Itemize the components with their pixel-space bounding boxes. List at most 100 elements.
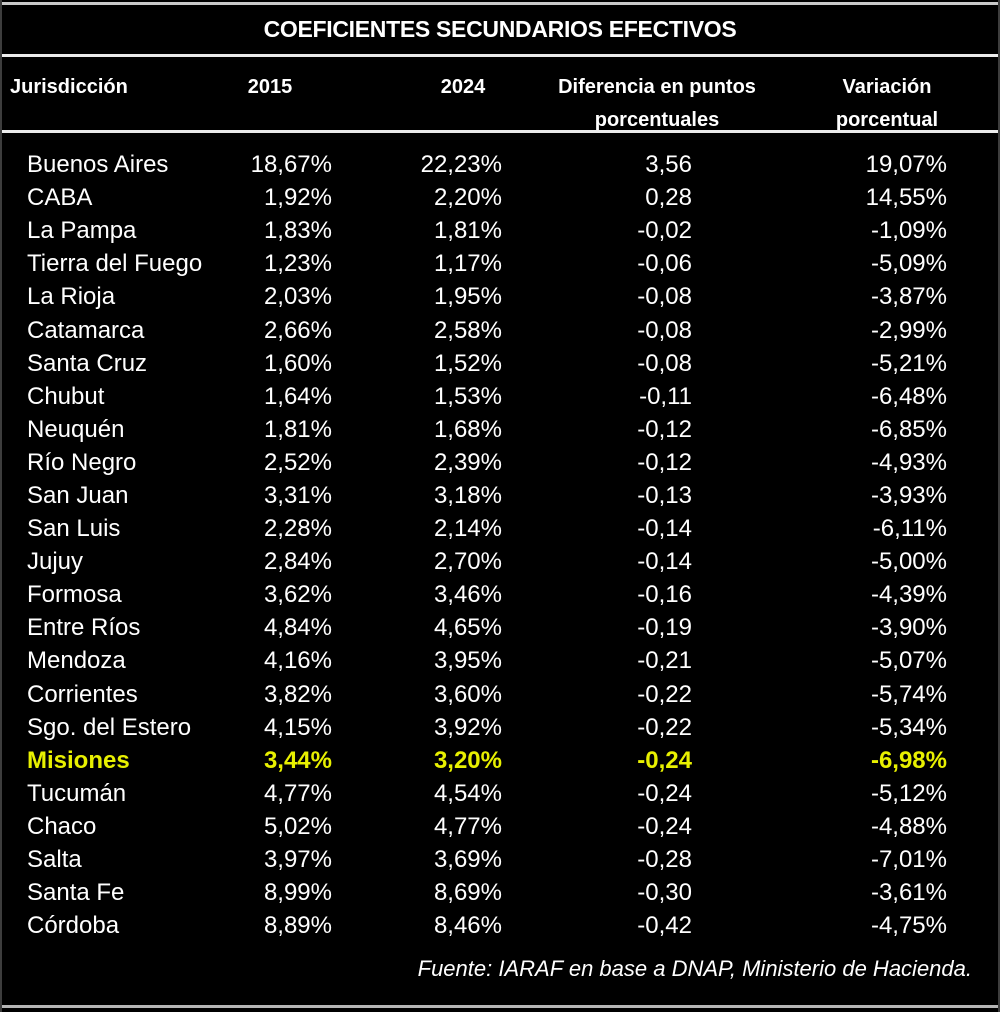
col-header-2024: 2024 — [440, 76, 486, 98]
value-cell: -0,22 — [637, 680, 692, 708]
table-row: Mendoza 4,16% 3,95% -0,21 -5,07% — [2, 644, 998, 677]
value-cell: 2,28% — [263, 515, 332, 543]
value-cell: -1,09% — [870, 217, 947, 245]
value-cell: -0,08 — [637, 316, 692, 344]
jurisdiction-cell: San Juan — [27, 481, 129, 509]
value-cell: 2,70% — [433, 548, 502, 576]
jurisdiction-cell: Formosa — [27, 581, 122, 609]
jurisdiction-cell: San Luis — [27, 515, 121, 543]
value-cell: 1,81% — [263, 415, 332, 443]
table-row: Tucumán 4,77% 4,54% -0,24 -5,12% — [2, 777, 998, 810]
table-row: La Pampa 1,83% 1,81% -0,02 -1,09% — [2, 214, 998, 247]
value-cell: -5,12% — [870, 779, 947, 807]
value-cell: 0,28 — [645, 184, 692, 212]
value-cell: 3,62% — [263, 581, 332, 609]
value-cell: -5,00% — [870, 548, 947, 576]
jurisdiction-cell: Corrientes — [27, 680, 138, 708]
value-cell: -3,61% — [870, 879, 947, 907]
value-cell: -5,34% — [870, 713, 947, 741]
value-cell: 4,84% — [263, 614, 332, 642]
value-cell: 2,52% — [263, 448, 332, 476]
value-cell: 4,16% — [263, 647, 332, 675]
table-row: Catamarca 2,66% 2,58% -0,08 -2,99% — [2, 313, 998, 346]
table-header: Jurisdicción 2015 2024 Diferencia en pun… — [2, 57, 998, 131]
value-cell: 2,39% — [433, 448, 502, 476]
value-cell: -0,16 — [637, 581, 692, 609]
col-header-jurisdiccion: Jurisdicción — [10, 76, 128, 98]
value-cell: 3,92% — [433, 713, 502, 741]
value-cell: 3,44% — [263, 746, 332, 774]
value-cell: 2,66% — [263, 316, 332, 344]
value-cell: -0,12 — [637, 448, 692, 476]
table-row: Buenos Aires 18,67% 22,23% 3,56 19,07% — [2, 148, 998, 181]
jurisdiction-cell: Santa Fe — [27, 879, 125, 907]
value-cell: 1,83% — [263, 217, 332, 245]
table-row: Río Negro 2,52% 2,39% -0,12 -4,93% — [2, 446, 998, 479]
value-cell: -0,19 — [637, 614, 692, 642]
jurisdiction-cell: Neuquén — [27, 415, 125, 443]
value-cell: 1,60% — [263, 349, 332, 377]
value-cell: -3,90% — [870, 614, 947, 642]
value-cell: -4,88% — [870, 812, 947, 840]
value-cell: -3,87% — [870, 283, 947, 311]
table-row: La Rioja 2,03% 1,95% -0,08 -3,87% — [2, 280, 998, 313]
value-cell: -0,02 — [637, 217, 692, 245]
value-cell: 1,68% — [433, 415, 502, 443]
value-cell: 8,69% — [433, 879, 502, 907]
value-cell: 1,64% — [263, 382, 332, 410]
value-cell: 1,81% — [433, 217, 502, 245]
value-cell: -0,21 — [637, 647, 692, 675]
value-cell: 3,60% — [433, 680, 502, 708]
table-row: Formosa 3,62% 3,46% -0,16 -4,39% — [2, 578, 998, 611]
value-cell: 2,14% — [433, 515, 502, 543]
value-cell: 14,55% — [865, 184, 947, 212]
table-body: Buenos Aires 18,67% 22,23% 3,56 19,07% CABA 1,… — [2, 133, 998, 942]
value-cell: 3,69% — [433, 846, 502, 874]
value-cell: 4,77% — [433, 812, 502, 840]
value-cell: 4,65% — [433, 614, 502, 642]
value-cell: 4,15% — [263, 713, 332, 741]
value-cell: -3,93% — [870, 481, 947, 509]
value-cell: -6,48% — [870, 382, 947, 410]
table-row: San Luis 2,28% 2,14% -0,14 -6,11% — [2, 512, 998, 545]
jurisdiction-cell: Catamarca — [27, 316, 145, 344]
value-cell: 5,02% — [263, 812, 332, 840]
value-cell: 2,84% — [263, 548, 332, 576]
top-border-line — [2, 2, 998, 5]
jurisdiction-cell: Jujuy — [27, 548, 84, 576]
value-cell: 1,95% — [433, 283, 502, 311]
jurisdiction-cell: Chubut — [27, 382, 105, 410]
value-cell: 8,46% — [433, 912, 502, 940]
table-row: Tierra del Fuego 1,23% 1,17% -0,06 -5,09% — [2, 247, 998, 280]
jurisdiction-cell: La Rioja — [27, 283, 116, 311]
jurisdiction-cell: La Pampa — [27, 217, 137, 245]
value-cell: -6,11% — [872, 515, 947, 543]
value-cell: -6,98% — [870, 746, 947, 774]
jurisdiction-cell: CABA — [27, 184, 93, 212]
table-row: Chaco 5,02% 4,77% -0,24 -4,88% — [2, 810, 998, 843]
value-cell: 1,17% — [433, 250, 502, 278]
value-cell: -0,24 — [637, 779, 692, 807]
value-cell: 1,52% — [433, 349, 502, 377]
jurisdiction-cell: Buenos Aires — [27, 151, 169, 179]
table-row: Chubut 1,64% 1,53% -0,11 -6,48% — [2, 380, 998, 413]
table-row: Córdoba 8,89% 8,46% -0,42 -4,75% — [2, 909, 998, 942]
value-cell: -0,24 — [637, 812, 692, 840]
value-cell: -0,42 — [637, 912, 692, 940]
value-cell: 3,56 — [645, 151, 692, 179]
value-cell: -0,24 — [637, 746, 692, 774]
jurisdiction-cell: Tucumán — [27, 779, 127, 807]
value-cell: 18,67% — [250, 151, 332, 179]
table-row: Misiones 3,44% 3,20% -0,24 -6,98% — [2, 744, 998, 777]
table-title: COEFICIENTES SECUNDARIOS EFECTIVOS — [263, 16, 737, 42]
value-cell: -0,13 — [637, 481, 692, 509]
col-header-variacion: Variación porcentual — [835, 76, 939, 131]
value-cell: -0,14 — [637, 548, 692, 576]
value-cell: 1,23% — [263, 250, 332, 278]
value-cell: -4,93% — [870, 448, 947, 476]
header-divider — [2, 130, 998, 133]
value-cell: -0,30 — [637, 879, 692, 907]
value-cell: -6,85% — [870, 415, 947, 443]
value-cell: -4,39% — [870, 581, 947, 609]
